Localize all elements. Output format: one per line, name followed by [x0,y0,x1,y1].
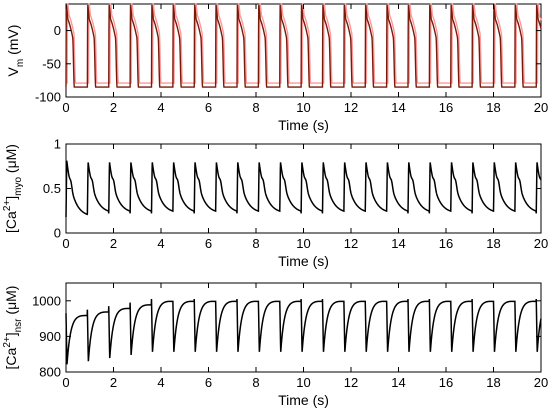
x-tick-label: 16 [439,375,453,390]
y-axis-label: [Ca2+]nsr (μM) [2,286,24,370]
x-axis-label: Time (s) [278,117,329,133]
axis-ticks: 0 2 4 6 8 10 12 14 16 18 20 -100 -50 0 [35,4,548,115]
x-tick-label: 0 [62,375,69,390]
x-tick-label: 6 [205,100,212,115]
voltage-trace-dark [65,4,542,88]
y-tick-label: 1000 [32,293,61,308]
x-tick-label: 2 [110,100,117,115]
plot-frame [65,143,542,234]
x-tick-label: 14 [391,375,405,390]
calcium-nsr-panel: 0 2 4 6 8 10 12 14 16 18 20 800 900 1000 Time (s) [Ca… [2,282,548,408]
x-tick-label: 18 [486,236,500,251]
x-tick-label: 10 [296,100,310,115]
x-tick-label: 2 [110,375,117,390]
y-tick-label: 0.5 [43,181,61,196]
x-tick-label: 12 [344,236,358,251]
x-tick-label: 6 [205,236,212,251]
x-tick-label: 20 [534,100,548,115]
x-tick-label: 14 [391,236,405,251]
calcium-myo-panel: 0 2 4 6 8 10 12 14 16 18 20 0 0.5 1 Time (s) [Ca2+]my… [2,137,548,270]
x-tick-label: 0 [62,236,69,251]
x-tick-label: 10 [296,236,310,251]
x-tick-label: 8 [252,100,259,115]
x-tick-label: 18 [486,375,500,390]
x-tick-label: 14 [391,100,405,115]
plot-frame [65,282,542,373]
x-tick-label: 4 [157,100,164,115]
axis-ticks: 0 2 4 6 8 10 12 14 16 18 20 800 900 1000 [32,283,548,390]
y-tick-label: -50 [42,56,61,71]
x-tick-label: 12 [344,100,358,115]
voltage-panel: 0 2 4 6 8 10 12 14 16 18 20 -100 -50 0 Time (s) Vm (m… [5,3,548,133]
x-tick-label: 10 [296,375,310,390]
y-tick-label: -100 [35,90,61,105]
calcium-trace [65,160,542,217]
x-tick-label: 8 [252,236,259,251]
axis-ticks: 0 2 4 6 8 10 12 14 16 18 20 0 0.5 1 [43,137,548,252]
y-tick-label: 0 [54,226,61,241]
x-tick-label: 18 [486,100,500,115]
x-tick-label: 6 [205,375,212,390]
y-tick-label: 900 [39,329,61,344]
y-axis-label: Vm (mV) [5,25,26,77]
x-tick-label: 20 [534,236,548,251]
calcium-nsr-trace [65,298,542,365]
calcium-trace [65,298,542,365]
x-tick-label: 16 [439,236,453,251]
x-axis-label: Time (s) [278,392,329,408]
x-tick-label: 2 [110,236,117,251]
x-tick-label: 4 [157,375,164,390]
voltage-traces [65,3,542,88]
x-tick-label: 8 [252,375,259,390]
y-axis-label: [Ca2+]myo (μM) [2,144,24,233]
y-tick-label: 800 [39,365,61,380]
x-axis-label: Time (s) [278,253,329,269]
x-tick-label: 12 [344,375,358,390]
x-tick-label: 4 [157,236,164,251]
x-tick-label: 16 [439,100,453,115]
x-tick-label: 20 [534,375,548,390]
calcium-myo-trace [65,160,542,217]
x-tick-label: 0 [62,100,69,115]
y-tick-label: 0 [54,23,61,38]
y-tick-label: 1 [54,137,61,152]
